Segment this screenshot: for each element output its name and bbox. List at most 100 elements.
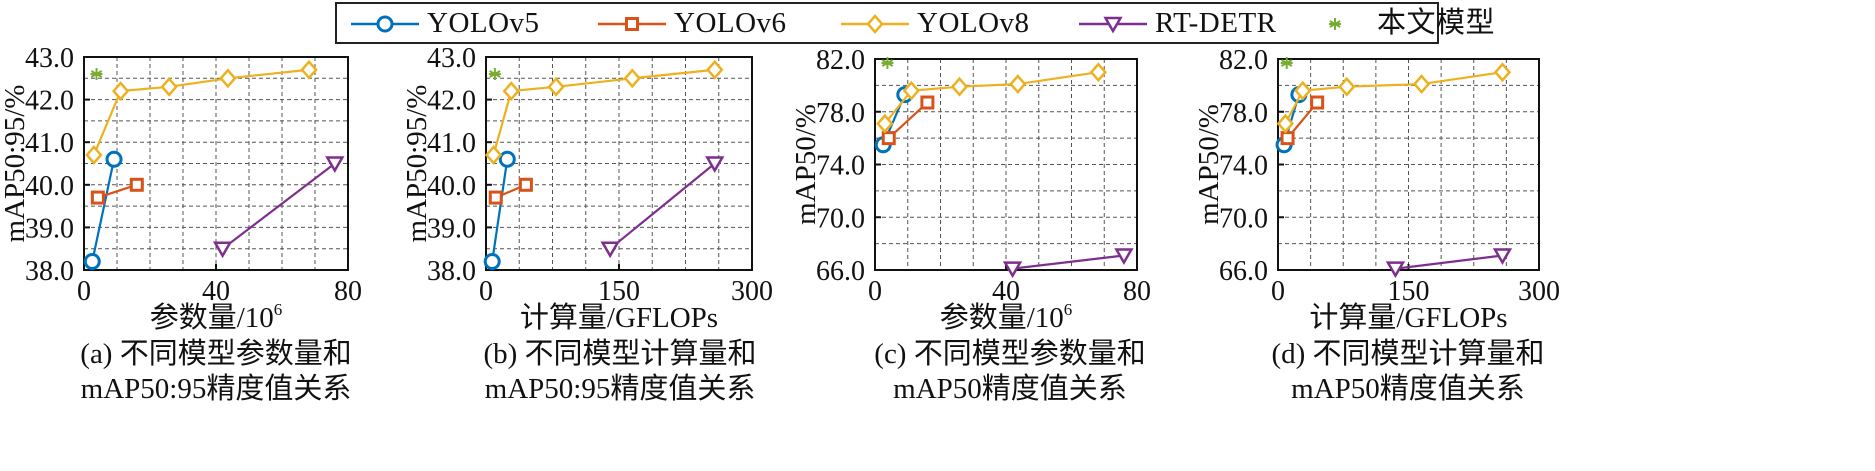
data-point-proposed — [881, 56, 894, 69]
y-axis-label: mAP50:95/% — [0, 85, 31, 243]
data-point-rt-detr — [1385, 261, 1406, 279]
legend: YOLOv5 YOLOv6 YOLOv8 RT-DETR 本文模型 — [335, 2, 1495, 44]
data-point-yolov8 — [1338, 76, 1356, 97]
data-point-yolov8 — [85, 145, 103, 165]
data-point-yolov8 — [950, 76, 969, 97]
data-point-rt-detr — [705, 156, 725, 174]
data-point-rt-detr — [1114, 248, 1134, 265]
series-rt-detr — [1385, 248, 1513, 279]
y-tick-label: 39.0 — [25, 213, 74, 244]
legend-marker-rt-detr — [1103, 16, 1123, 34]
series-line-rt-detr — [1395, 254, 1503, 270]
data-point-yolov8 — [876, 113, 894, 134]
y-axis-label: mAP50:95/% — [401, 85, 433, 243]
data-point-yolov6 — [488, 190, 503, 205]
series-line-rt-detr — [1012, 254, 1125, 270]
data-point-rt-detr — [212, 241, 233, 259]
data-point-proposed — [488, 68, 501, 81]
y-tick-label: 78.0 — [1219, 98, 1268, 129]
series-line-rt-detr — [221, 162, 336, 250]
series-yolov8 — [876, 62, 1108, 134]
x-tick-label: 0 — [1271, 276, 1285, 307]
y-axis-label: mAP50/% — [790, 104, 822, 225]
data-point-yolov6 — [90, 190, 105, 205]
caption-line-1: (c) 不同模型参数量和 — [874, 337, 1145, 370]
series-yolov8 — [1276, 62, 1512, 134]
series-line-yolov8 — [883, 71, 1099, 125]
y-tick-label: 82.0 — [1219, 45, 1268, 76]
caption-line-2: mAP50精度值关系 — [1291, 372, 1525, 405]
legend-marker-yolov5 — [376, 15, 394, 33]
series-proposed — [488, 68, 501, 81]
data-point-yolov5 — [498, 150, 516, 168]
y-tick-label: 66.0 — [816, 256, 865, 287]
x-tick-label: 80 — [334, 276, 362, 307]
legend-label-rt-detr: RT-DETR — [1155, 7, 1277, 39]
y-tick-label: 74.0 — [1219, 151, 1268, 182]
series-yolov5 — [483, 150, 516, 270]
series-line-rt-detr — [609, 162, 716, 250]
series-yolov8 — [85, 59, 318, 165]
x-tick-label: 150 — [598, 276, 640, 307]
caption-line-1: (d) 不同模型计算量和 — [1271, 337, 1544, 370]
data-point-yolov8 — [1294, 80, 1312, 101]
legend-label-yolov5: YOLOv5 — [427, 7, 540, 39]
data-point-yolov8 — [1009, 74, 1027, 94]
data-point-yolov8 — [902, 80, 921, 101]
series-rt-detr — [212, 156, 345, 259]
x-tick-label: 80 — [1123, 276, 1151, 307]
y-tick-label: 43.0 — [25, 43, 74, 74]
series-yolov8 — [484, 59, 724, 165]
y-tick-label: 42.0 — [25, 86, 74, 117]
caption-line-2: mAP50:95精度值关系 — [81, 372, 352, 405]
data-point-proposed — [90, 68, 103, 81]
data-point-yolov5 — [105, 150, 123, 168]
data-point-yolov8 — [219, 68, 237, 89]
data-point-yolov6 — [881, 131, 896, 146]
legend-swatch-rt-detr — [1079, 16, 1147, 34]
data-point-yolov8 — [300, 59, 318, 80]
data-point-yolov8 — [547, 76, 565, 97]
x-axis-label: 计算量/GFLOPs — [1309, 301, 1507, 334]
legend-label-proposed: 本文模型 — [1377, 7, 1496, 39]
data-point-yolov8 — [1412, 74, 1431, 94]
data-point-yolov6 — [1280, 131, 1295, 146]
x-tick-label: 300 — [1518, 276, 1560, 307]
legend-swatch-proposed — [1329, 18, 1341, 30]
y-tick-label: 41.0 — [25, 128, 74, 159]
y-axis-label: mAP50/% — [1193, 104, 1225, 225]
x-tick-label: 300 — [731, 276, 773, 307]
y-tick-label: 41.0 — [427, 128, 476, 159]
x-tick-label: 150 — [1388, 276, 1430, 307]
data-point-yolov6 — [518, 177, 533, 192]
legend-marker-yolov8 — [866, 14, 884, 34]
caption-line-2: mAP50精度值关系 — [893, 372, 1127, 405]
data-point-yolov6 — [920, 95, 935, 110]
x-axis-label: 计算量/GFLOPs — [520, 301, 718, 334]
data-point-yolov8 — [484, 145, 503, 165]
data-point-rt-detr — [600, 241, 620, 259]
x-axis-label: 参数量/106 — [150, 300, 283, 334]
caption-line-1: (b) 不同模型计算量和 — [483, 337, 756, 370]
data-point-yolov8 — [1493, 62, 1512, 83]
legend-swatch-yolov8 — [841, 14, 909, 34]
y-tick-label: 42.0 — [427, 86, 476, 117]
y-tick-label: 40.0 — [427, 171, 476, 202]
y-tick-label: 43.0 — [427, 43, 476, 74]
chart-panel-a: 38.0 39.0 40.0 41.0 42.0 43.0 0 40 80 mAP50:95/% 参… — [0, 43, 362, 405]
grid — [1277, 58, 1540, 271]
series-proposed — [90, 68, 103, 81]
legend-swatch-yolov5 — [351, 15, 419, 33]
y-tick-label: 40.0 — [25, 171, 74, 202]
data-point-rt-detr — [1002, 261, 1023, 279]
data-point-yolov6 — [1310, 95, 1325, 110]
legend-label-yolov6: YOLOv6 — [674, 7, 787, 39]
legend-marker-yolov6 — [625, 17, 639, 31]
x-tick-label: 0 — [77, 276, 91, 307]
legend-label-yolov8: YOLOv8 — [917, 7, 1030, 39]
y-tick-label: 82.0 — [816, 45, 865, 76]
grid — [485, 56, 753, 271]
data-point-yolov8 — [623, 68, 641, 89]
data-point-rt-detr — [325, 156, 345, 174]
